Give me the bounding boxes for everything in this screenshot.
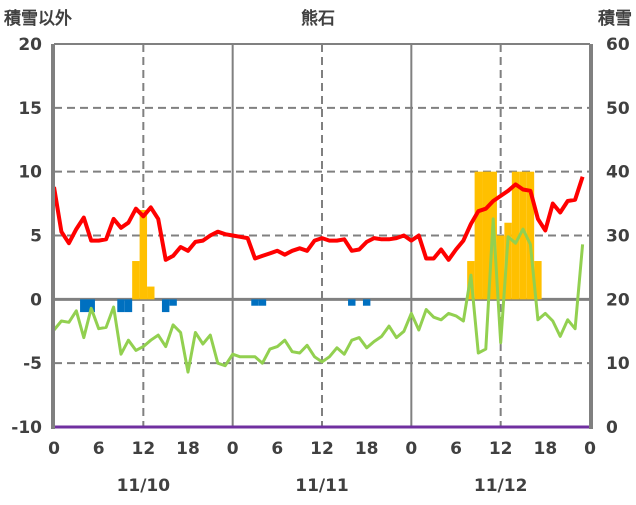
snow-change-bar bbox=[348, 299, 356, 306]
snow-change-bar bbox=[87, 299, 95, 313]
frame bbox=[51, 43, 593, 429]
precipitation-bar bbox=[526, 171, 535, 300]
x-tick: 0 bbox=[584, 439, 596, 459]
snow-change-bar bbox=[362, 299, 371, 306]
chart-title: 熊石 bbox=[301, 8, 335, 29]
x-tick: 18 bbox=[176, 439, 200, 459]
y-tick-left: 0 bbox=[30, 290, 42, 310]
date-label: 11/10 bbox=[117, 476, 171, 496]
lines bbox=[52, 176, 590, 429]
precipitation-bar bbox=[496, 235, 505, 300]
x-tick: 0 bbox=[48, 439, 60, 459]
precipitation-bar bbox=[504, 222, 512, 300]
snow-change-bar bbox=[80, 299, 88, 313]
y-tick-right: 10 bbox=[606, 354, 630, 374]
x-tick: 12 bbox=[131, 439, 155, 459]
precipitation-bar bbox=[139, 209, 148, 300]
y-tick-left: 5 bbox=[30, 227, 42, 247]
temperature-line bbox=[52, 176, 585, 262]
y-tick-left: 20 bbox=[18, 35, 42, 55]
y-tick-right: 30 bbox=[606, 227, 630, 247]
x-tick: 0 bbox=[405, 439, 417, 459]
right-axis-title: 積雪 bbox=[598, 8, 632, 29]
date-label: 11/11 bbox=[295, 476, 349, 496]
snow-change-bar bbox=[124, 299, 133, 313]
left-axis-title: 積雪以外 bbox=[4, 8, 72, 29]
x-tick: 6 bbox=[271, 439, 283, 459]
x-tick: 6 bbox=[93, 439, 105, 459]
precipitation-bar bbox=[132, 261, 140, 300]
y-tick-left: -10 bbox=[11, 418, 42, 438]
y-tick-left: 10 bbox=[18, 163, 42, 183]
y-tick-right: 50 bbox=[606, 99, 630, 119]
x-tick: 18 bbox=[533, 439, 557, 459]
precipitation-bar bbox=[519, 171, 527, 300]
x-tick: 12 bbox=[489, 439, 513, 459]
date-label: 11/12 bbox=[474, 476, 528, 496]
y-tick-right: 0 bbox=[606, 418, 618, 438]
snow-change-bar bbox=[251, 299, 259, 306]
y-tick-left: 15 bbox=[18, 99, 42, 119]
x-tick: 12 bbox=[310, 439, 334, 459]
y-tick-right: 60 bbox=[606, 35, 630, 55]
snow-change-bar bbox=[169, 299, 177, 306]
x-tick: 18 bbox=[355, 439, 379, 459]
y-tick-right: 20 bbox=[606, 290, 630, 310]
precipitation-bar bbox=[482, 171, 490, 300]
snow-change-bar bbox=[117, 299, 125, 313]
precipitation-bar bbox=[511, 171, 520, 300]
precipitation-bar bbox=[534, 261, 542, 300]
snow-change-bar bbox=[258, 299, 267, 306]
dewpoint-line bbox=[52, 217, 585, 374]
precipitation-bar bbox=[147, 286, 155, 300]
x-tick: 6 bbox=[450, 439, 462, 459]
precipitation-bar bbox=[474, 171, 483, 300]
snow-change-bar bbox=[161, 299, 170, 313]
y-tick-right: 40 bbox=[606, 163, 630, 183]
y-tick-left: -5 bbox=[23, 354, 42, 374]
x-tick: 0 bbox=[227, 439, 239, 459]
